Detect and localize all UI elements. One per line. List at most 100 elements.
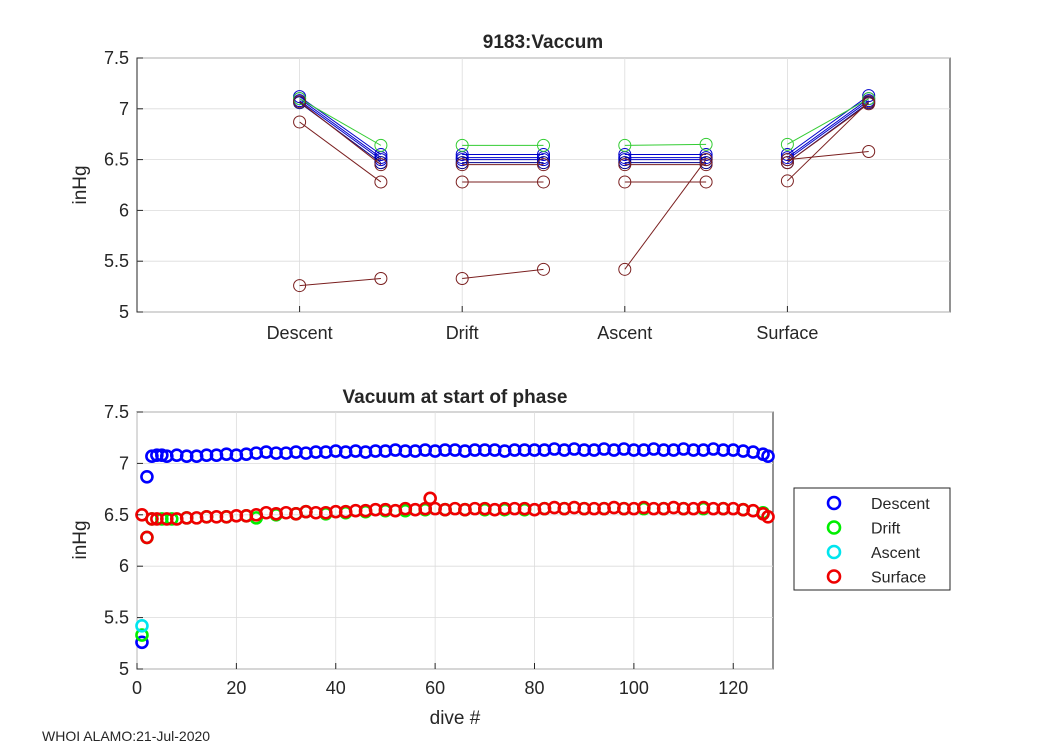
bottom-data-point-drift bbox=[135, 628, 149, 642]
top-chart-grid bbox=[137, 57, 950, 313]
bottom-data-point-descent bbox=[140, 469, 154, 484]
top-data-point bbox=[455, 148, 469, 162]
top-data-point bbox=[618, 153, 632, 167]
top-chart-ticks: 5 5.5 6 6.5 7 7.5 Descent Drift Ascent Surface bbox=[104, 48, 818, 343]
top-data-point bbox=[537, 262, 550, 276]
bottom-data-point-surface bbox=[140, 530, 154, 545]
legend-label-ascent: Ascent bbox=[871, 545, 920, 562]
top-segment-line bbox=[299, 100, 382, 161]
top-data-point bbox=[293, 279, 307, 293]
top-data-point bbox=[780, 153, 794, 167]
top-data-point bbox=[618, 175, 632, 189]
top-data-point bbox=[537, 153, 550, 167]
bottom-data-point-surface bbox=[761, 510, 775, 524]
top-chart-ylabel: inHg bbox=[70, 165, 91, 204]
top-segment-line bbox=[299, 101, 382, 166]
top-data-point bbox=[293, 92, 307, 106]
top-x-tick-label: Surface bbox=[756, 323, 818, 343]
legend-label-drift: Drift bbox=[871, 521, 901, 538]
bottom-y-tick-label: 6 bbox=[119, 556, 129, 576]
top-y-tick-label: 5 bbox=[119, 302, 129, 322]
top-chart: 5 5.5 6 6.5 7 7.5 Descent Drift Ascent Surface 91… bbox=[70, 32, 951, 343]
top-data-point bbox=[862, 92, 876, 106]
legend: Descent Drift Ascent Surface bbox=[793, 487, 951, 591]
top-segment-line bbox=[299, 98, 382, 146]
footer-text: WHOI ALAMO:21-Jul-2020 bbox=[42, 728, 210, 744]
top-data-point bbox=[537, 175, 550, 189]
bottom-data-point-descent bbox=[135, 635, 149, 650]
bottom-x-tick-label: 0 bbox=[132, 678, 142, 698]
bottom-y-tick-label: 7 bbox=[119, 453, 129, 473]
top-data-point bbox=[618, 148, 632, 162]
top-y-tick-label: 7 bbox=[119, 99, 129, 119]
top-data-point bbox=[618, 138, 632, 152]
top-data-point bbox=[862, 144, 876, 158]
top-data-point bbox=[537, 148, 550, 162]
top-data-point bbox=[537, 158, 550, 172]
top-data-point bbox=[455, 158, 469, 172]
bottom-data-point-ascent bbox=[135, 619, 149, 633]
bottom-y-tick-label: 7.5 bbox=[104, 402, 129, 422]
top-segment-line bbox=[787, 98, 869, 158]
bottom-data-point-descent bbox=[761, 449, 775, 464]
top-x-tick-label: Ascent bbox=[597, 323, 652, 343]
legend-marker-ascent bbox=[826, 544, 842, 560]
top-data-point bbox=[293, 95, 307, 109]
top-data-point bbox=[862, 97, 876, 111]
bottom-x-tick-label: 80 bbox=[524, 678, 544, 698]
bottom-data-point-surface bbox=[423, 491, 437, 506]
top-segment-line bbox=[299, 121, 382, 183]
bottom-chart-marks bbox=[135, 442, 775, 650]
legend-marker-descent bbox=[826, 495, 842, 511]
top-segment-line bbox=[462, 268, 544, 279]
bottom-x-tick-label: 120 bbox=[718, 678, 748, 698]
bottom-y-tick-label: 5 bbox=[119, 659, 129, 679]
top-x-tick-label: Descent bbox=[267, 323, 333, 343]
bottom-y-tick-label: 6.5 bbox=[104, 505, 129, 525]
top-y-tick-label: 5.5 bbox=[104, 251, 129, 271]
top-data-point bbox=[780, 148, 794, 162]
top-y-tick-label: 7.5 bbox=[104, 48, 129, 68]
bottom-chart-xlabel: dive # bbox=[430, 708, 481, 729]
legend-label-descent: Descent bbox=[871, 496, 930, 513]
top-segment-line bbox=[299, 98, 382, 158]
top-segment-line bbox=[299, 277, 381, 287]
top-data-point bbox=[374, 175, 388, 189]
top-data-point bbox=[374, 271, 388, 285]
top-data-point bbox=[699, 148, 713, 162]
top-segment-line bbox=[624, 159, 707, 270]
top-data-point bbox=[699, 158, 713, 172]
top-data-point bbox=[455, 271, 469, 285]
top-data-point bbox=[699, 137, 713, 151]
top-segment-line bbox=[787, 100, 869, 161]
top-data-point bbox=[374, 158, 388, 172]
top-segment-line bbox=[787, 103, 869, 164]
top-y-tick-label: 6 bbox=[119, 200, 129, 220]
legend-marker-drift bbox=[826, 520, 842, 535]
top-data-point bbox=[455, 175, 469, 189]
legend-label-surface: Surface bbox=[871, 570, 926, 587]
top-y-tick-label: 6.5 bbox=[104, 150, 129, 170]
legend-box bbox=[793, 487, 951, 591]
bottom-data-point-drift bbox=[164, 512, 179, 526]
bottom-data-point-surface bbox=[145, 512, 159, 526]
top-segment-line bbox=[787, 101, 870, 182]
top-data-point bbox=[780, 156, 794, 170]
top-data-point bbox=[537, 138, 550, 152]
top-data-point bbox=[780, 174, 794, 188]
top-data-point bbox=[699, 175, 713, 189]
bottom-x-tick-label: 40 bbox=[326, 678, 346, 698]
top-segment-line bbox=[787, 150, 869, 161]
top-data-point bbox=[455, 138, 469, 152]
top-x-tick-label: Drift bbox=[446, 323, 479, 343]
top-data-point bbox=[862, 89, 876, 103]
top-chart-frame bbox=[136, 57, 951, 313]
bottom-x-tick-label: 20 bbox=[226, 678, 246, 698]
bottom-y-tick-label: 5.5 bbox=[104, 608, 129, 628]
bottom-x-tick-label: 60 bbox=[425, 678, 445, 698]
top-data-point bbox=[618, 262, 632, 276]
legend-marker-surface bbox=[826, 569, 842, 584]
bottom-chart-ylabel: inHg bbox=[70, 520, 91, 559]
bottom-chart-title: Vacuum at start of phase bbox=[343, 387, 568, 408]
